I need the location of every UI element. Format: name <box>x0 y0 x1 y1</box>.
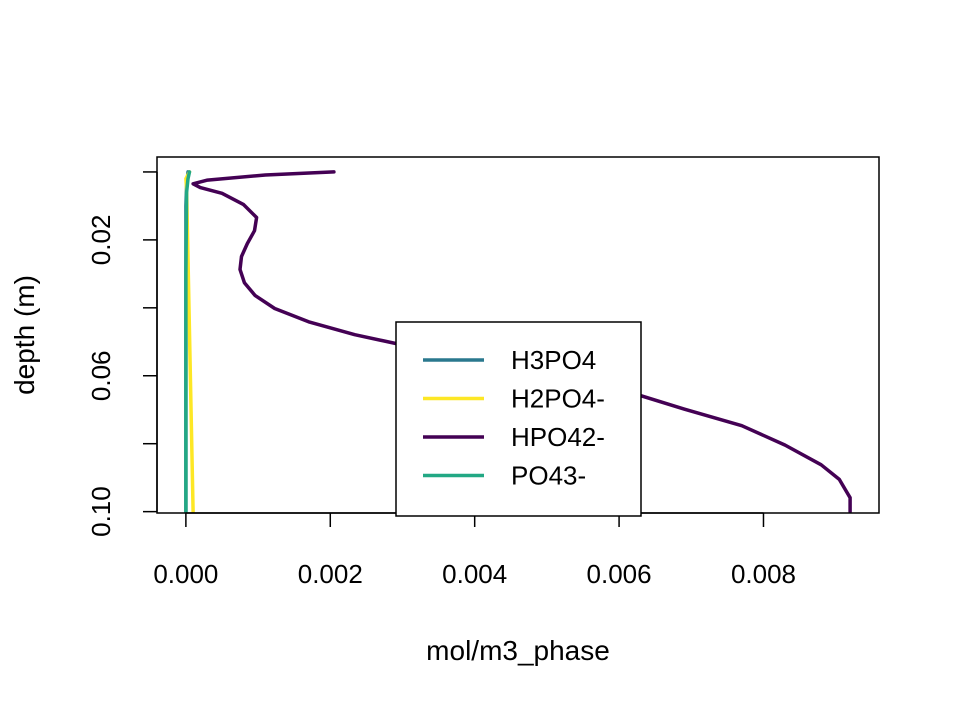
x-tick-label: 0.000 <box>153 559 218 589</box>
legend-label: HPO42- <box>511 422 605 452</box>
legend-label: H2PO4- <box>511 384 605 414</box>
legend: H3PO4 H2PO4- HPO42- PO43- <box>395 321 642 517</box>
series-layer <box>184 170 852 514</box>
y-axis-label: depth (m) <box>9 275 40 395</box>
y-tick-label: 0.02 <box>86 215 116 266</box>
y-axis: 0.02 0.06 0.10 <box>86 171 158 537</box>
x-axis-label: mol/m3_phase <box>426 635 610 666</box>
x-tick-label: 0.008 <box>731 559 796 589</box>
legend-box <box>395 321 642 517</box>
legend-label: PO43- <box>511 461 586 491</box>
y-tick-label: 0.10 <box>86 486 116 537</box>
legend-label: H3PO4 <box>511 345 596 375</box>
x-tick-label: 0.002 <box>298 559 363 589</box>
x-tick-label: 0.006 <box>587 559 652 589</box>
series-line-po43 <box>184 170 192 514</box>
y-tick-label: 0.06 <box>86 350 116 401</box>
x-axis: 0.000 0.002 0.004 0.006 0.008 <box>153 512 796 589</box>
series-line-hpo42 <box>191 170 852 514</box>
x-tick-label: 0.004 <box>442 559 507 589</box>
